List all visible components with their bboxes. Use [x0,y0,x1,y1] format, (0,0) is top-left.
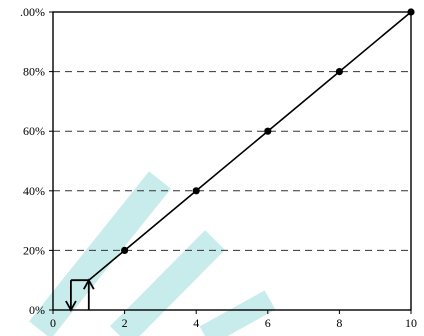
x-tick-label-8: 8 [336,316,342,330]
y-tick-label-0: 0% [29,303,45,317]
data-point-4 [192,187,200,195]
x-tick-label-10: 10 [405,316,417,330]
y-axis-ticks: 0% 20% 40% 60% 80% .00% [20,5,53,317]
series-line-0 [88,11,412,281]
y-tick-label-40: 40% [23,184,45,198]
data-point-2 [121,246,129,254]
x-tick-label-4: 4 [193,316,199,330]
watermark-stripe-2 [199,290,276,336]
annotation-arrows [65,278,95,312]
y-tick-label-100: .00% [20,5,45,19]
data-point-10 [407,8,415,16]
series-group [88,8,415,281]
data-point-8 [335,68,343,76]
data-point-6 [264,127,272,135]
watermark-stripe-1 [110,230,225,336]
plot-frame [52,11,412,311]
y-tick-label-20: 20% [23,243,45,257]
arrow-down-head [65,300,77,312]
x-tick-label-0: 0 [50,316,56,330]
x-tick-label-6: 6 [265,316,271,330]
y-tick-label-80: 80% [23,65,45,79]
arrow-down-annotation [65,280,77,312]
watermark-stripe-0 [29,171,171,336]
x-axis-ticks: 0 2 4 6 8 10 [50,310,417,330]
y-tick-label-60: 60% [23,124,45,138]
watermark-stripes [29,171,276,336]
x-tick-label-2: 2 [122,316,128,330]
